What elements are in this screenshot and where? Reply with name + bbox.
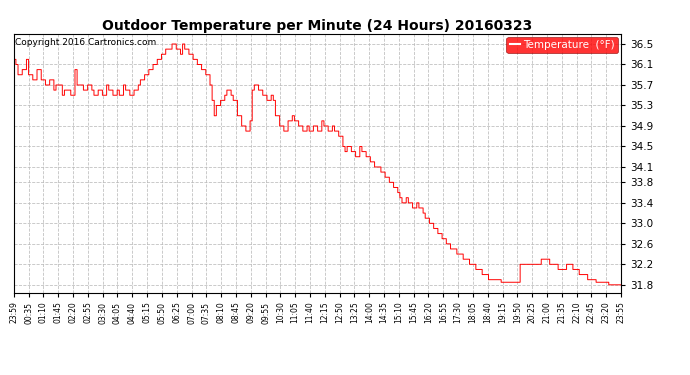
Title: Outdoor Temperature per Minute (24 Hours) 20160323: Outdoor Temperature per Minute (24 Hours… xyxy=(102,19,533,33)
Legend: Temperature  (°F): Temperature (°F) xyxy=(506,37,618,53)
Text: Copyright 2016 Cartronics.com: Copyright 2016 Cartronics.com xyxy=(15,38,156,46)
